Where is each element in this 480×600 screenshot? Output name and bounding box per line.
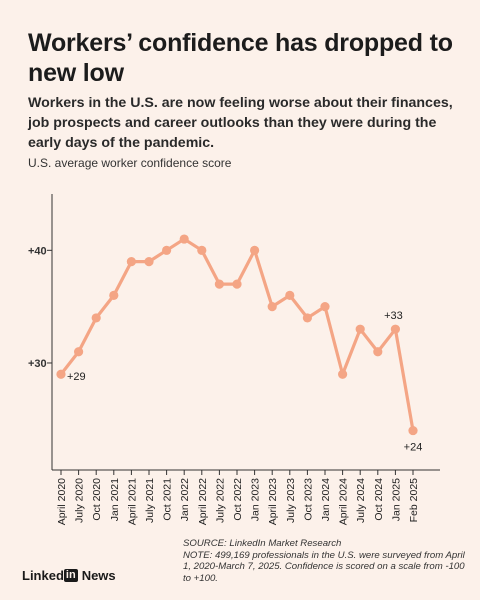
brand-news: News <box>81 568 116 583</box>
x-tick-label: April 2024 <box>338 478 350 525</box>
x-tick-label: July 2024 <box>355 478 367 523</box>
y-tick-label: +40 <box>28 245 47 257</box>
data-point <box>74 347 84 357</box>
data-point <box>162 245 172 255</box>
linkedin-news-logo: Linked in News <box>22 568 116 583</box>
brand-in-box: in <box>63 569 78 582</box>
data-point <box>144 256 154 267</box>
y-axis-ticks: +30 +40 <box>28 245 52 370</box>
x-tick-label: July 2022 <box>214 478 226 523</box>
data-point <box>179 234 189 244</box>
series-polyline <box>59 237 415 433</box>
data-point <box>390 324 400 334</box>
data-point <box>320 302 330 312</box>
data-point <box>285 290 295 300</box>
x-tick-label: Oct 2021 <box>162 478 174 521</box>
data-point <box>109 290 119 300</box>
x-axis-ticks: April 2020 July 2020 Oct 2020 Jan 2021 April… <box>56 470 420 525</box>
data-point <box>408 425 418 436</box>
chart-subtitle: Workers in the U.S. are now feeling wors… <box>28 95 453 151</box>
data-point <box>56 369 66 379</box>
series-line <box>59 237 415 433</box>
x-tick-label: April 2023 <box>267 478 279 525</box>
x-tick-label: Jan 2025 <box>390 478 402 521</box>
x-tick-label: July 2023 <box>285 478 297 523</box>
data-point <box>355 324 365 334</box>
x-tick-label: Jan 2023 <box>250 478 262 521</box>
x-tick-label: April 2021 <box>126 478 138 525</box>
x-tick-label: April 2020 <box>56 478 68 525</box>
y-tick-label: +30 <box>28 358 47 370</box>
data-annotations: +29 +33 +24 <box>67 310 422 453</box>
x-tick-label: Oct 2020 <box>91 478 103 521</box>
data-point <box>91 313 101 323</box>
x-tick-label: April 2022 <box>197 478 209 525</box>
note-text: NOTE: 499,169 professionals in the U.S. … <box>183 549 465 584</box>
data-point <box>232 279 242 289</box>
x-tick-label: July 2021 <box>144 478 156 523</box>
data-point <box>197 245 207 255</box>
brand-linked: Linked <box>22 568 64 583</box>
data-label: +29 <box>67 371 86 383</box>
data-point <box>338 369 348 379</box>
x-tick-label: Jan 2024 <box>320 478 332 521</box>
x-tick-label: Jan 2022 <box>179 478 191 521</box>
data-point <box>126 256 136 267</box>
chart-metric-label: U.S. average worker confidence score <box>28 156 232 170</box>
chart-axes <box>51 194 440 471</box>
data-point <box>302 313 312 323</box>
data-point <box>250 245 260 255</box>
x-tick-label: Oct 2024 <box>373 478 385 521</box>
x-tick-label: Oct 2023 <box>302 478 314 521</box>
data-point <box>373 347 383 357</box>
data-label: +24 <box>404 442 423 454</box>
x-tick-label: July 2020 <box>74 478 86 523</box>
data-point <box>214 279 224 289</box>
x-tick-label: Feb 2025 <box>408 478 420 523</box>
data-label: +33 <box>384 310 403 322</box>
chart-title: Workers’ confidence has dropped to new l… <box>28 29 453 87</box>
source-note: SOURCE: LinkedIn Market Research NOTE: 4… <box>183 538 468 584</box>
x-tick-label: Jan 2021 <box>109 478 121 521</box>
x-tick-label: Oct 2022 <box>232 478 244 521</box>
data-point <box>267 302 277 312</box>
source-text: SOURCE: LinkedIn Market Research <box>183 538 342 549</box>
series-points <box>56 234 418 436</box>
